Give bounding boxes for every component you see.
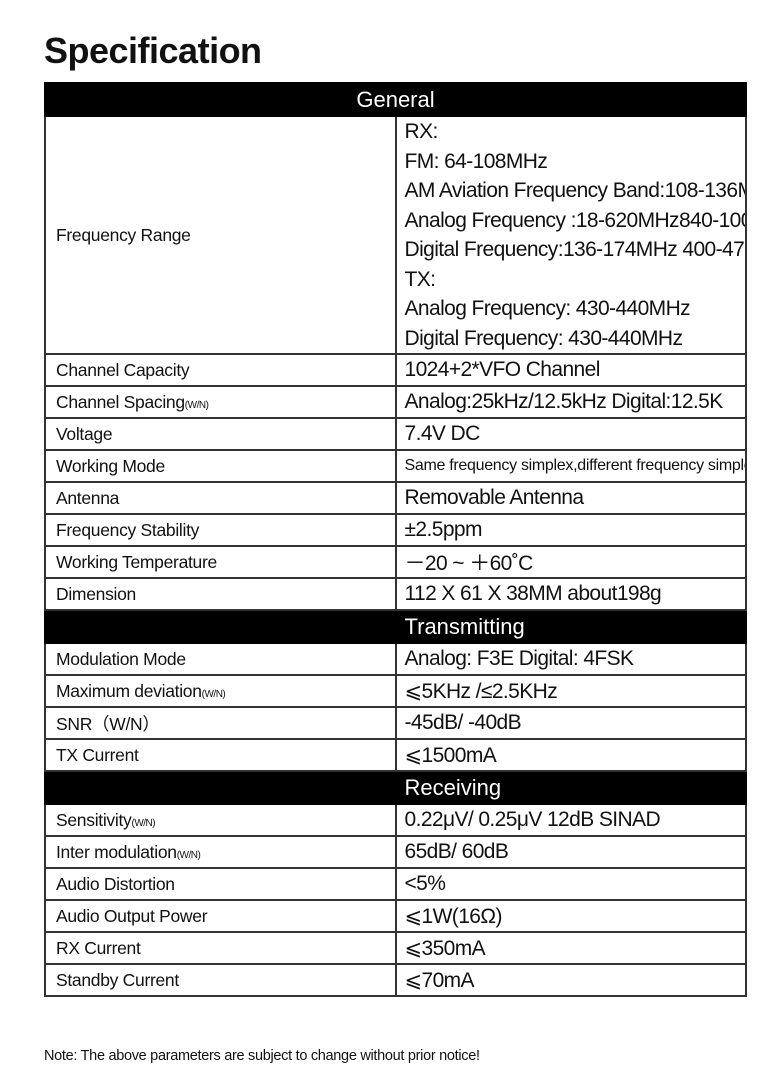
freq-line: TX:: [404, 267, 436, 291]
spec-value: -45dB/ -40dB: [394, 706, 747, 740]
spec-label: Voltage: [44, 417, 397, 451]
spec-label-text: Audio Distortion: [56, 873, 175, 894]
spec-row-frequency-range: Frequency Range RX: FM: 64-108MHz AM Avi…: [44, 115, 747, 355]
spec-value: RX: FM: 64-108MHz AM Aviation Frequency …: [394, 115, 747, 355]
spec-label-text: SNR（W/N）: [56, 713, 160, 734]
spec-label-text: Maximum deviation: [56, 680, 202, 701]
freq-line: RX:: [404, 120, 439, 143]
disclaimer-note: Note: The above parameters are subject t…: [44, 1048, 480, 1064]
spec-label-text: Audio Output Power: [56, 905, 208, 926]
spec-value: 1024+2*VFO Channel: [394, 353, 747, 387]
page-title: Specification: [44, 30, 262, 71]
section-transmitting: Transmitting: [44, 609, 747, 644]
spec-value: 7.4V DC: [394, 417, 747, 451]
freq-line: Analog Frequency: 430-440MHz: [404, 297, 691, 320]
spec-row: Working Mode Same frequency simplex,diffe…: [44, 449, 747, 483]
spec-value: 0.22μV/ 0.25μV 12dB SINAD: [394, 803, 747, 837]
spec-value: Removable Antenna: [394, 481, 747, 515]
freq-line: Analog Frequency :18-620MHz840-1000MHz: [404, 208, 745, 232]
section-title: Transmitting: [394, 609, 747, 644]
spec-value: 65dB/ 60dB: [394, 835, 747, 869]
section-title: General: [44, 82, 747, 117]
section-receiving: Receiving: [44, 770, 747, 805]
mode-suffix: (W/N): [176, 849, 201, 861]
spec-row: RX Current ⩽350mA: [44, 931, 747, 965]
spec-label: Modulation Mode: [44, 642, 397, 676]
mode-suffix: (W/N): [131, 817, 156, 829]
spec-row: Antenna Removable Antenna: [44, 481, 747, 515]
spec-row: Sensitivity(W/N) 0.22μV/ 0.25μV 12dB SINA…: [44, 803, 747, 837]
spec-value: Same frequency simplex,different frequen…: [394, 449, 747, 483]
spec-label: Maximum deviation(W/N): [44, 674, 397, 708]
spec-label: Antenna: [44, 481, 397, 515]
spec-label: Dimension: [44, 577, 397, 611]
spec-label: Audio Distortion: [44, 867, 397, 901]
spec-label: Frequency Stability: [44, 513, 397, 547]
spec-label-text: Channel Capacity: [56, 359, 190, 380]
spec-value: ⩽1500mA: [394, 738, 747, 772]
spec-value: ⩽5KHz /≤2.5KHz: [394, 674, 747, 708]
section-title: Receiving: [394, 770, 747, 805]
spec-row: Audio Distortion <5%: [44, 867, 747, 901]
spec-value: 112 X 61 X 38MM about198g: [394, 577, 747, 611]
spec-row: Working Temperature －20 ~ ＋60˚C: [44, 545, 747, 579]
freq-line: FM: 64-108MHz: [404, 149, 548, 173]
spec-row: Frequency Stability ±2.5ppm: [44, 513, 747, 547]
spec-table: General Frequency Range RX: FM: 64-108MH…: [44, 82, 747, 997]
spec-label: Audio Output Power: [44, 899, 397, 933]
spec-label: Sensitivity(W/N): [44, 803, 397, 837]
spec-value: <5%: [394, 867, 747, 901]
spec-label-text: Inter modulation: [56, 841, 177, 862]
spec-value: Analog: F3E Digital: 4FSK: [394, 642, 747, 676]
spec-label-text: Working Mode: [56, 455, 165, 476]
spec-row: Channel Capacity 1024+2*VFO Channel: [44, 353, 747, 387]
spec-label: Standby Current: [44, 963, 397, 997]
spec-label: SNR（W/N）: [44, 706, 397, 740]
spec-label: RX Current: [44, 931, 397, 965]
spec-label-text: Sensitivity: [56, 809, 132, 830]
spec-label: Channel Spacing(W/N): [44, 385, 397, 419]
spec-value: －20 ~ ＋60˚C: [394, 545, 747, 579]
spec-label-text: TX Current: [56, 744, 139, 765]
section-general: General: [44, 82, 747, 117]
spec-row: TX Current ⩽1500mA: [44, 738, 747, 772]
spec-label-text: Working Temperature: [56, 551, 217, 572]
spec-row: SNR（W/N） -45dB/ -40dB: [44, 706, 747, 740]
spec-label: TX Current: [44, 738, 397, 772]
mode-suffix: (W/N): [184, 399, 209, 411]
spec-label-text: RX Current: [56, 937, 141, 958]
spec-row: Channel Spacing(W/N) Analog:25kHz/12.5kHz…: [44, 385, 747, 419]
mode-suffix: (W/N): [201, 688, 226, 700]
freq-line: Digital Frequency: 430-440MHz: [404, 326, 684, 350]
spec-value: ⩽1W(16Ω): [394, 899, 747, 933]
spec-row: Standby Current ⩽70mA: [44, 963, 747, 997]
spec-row: Inter modulation(W/N) 65dB/ 60dB: [44, 835, 747, 869]
spec-value: Analog:25kHz/12.5kHz Digital:12.5K: [394, 385, 747, 419]
spec-label-text: Standby Current: [56, 969, 179, 990]
spec-row: Dimension 112 X 61 X 38MM about198g: [44, 577, 747, 611]
spec-label-text: Frequency Stability: [56, 519, 200, 540]
spec-value: ±2.5ppm: [394, 513, 747, 547]
spec-value: ⩽70mA: [394, 963, 747, 997]
spec-label: Working Mode: [44, 449, 397, 483]
spec-label: Frequency Range: [44, 115, 397, 355]
spec-label-text: Dimension: [56, 583, 136, 604]
spec-value: ⩽350mA: [394, 931, 747, 965]
freq-line: Digital Frequency:136-174MHz 400-470MHz: [404, 238, 745, 261]
spec-label: Inter modulation(W/N): [44, 835, 397, 869]
spec-row: Voltage 7.4V DC: [44, 417, 747, 451]
freq-line: AM Aviation Frequency Band:108-136MHz: [404, 179, 746, 202]
spec-label-text: Antenna: [56, 487, 120, 508]
spec-row: Audio Output Power ⩽1W(16Ω): [44, 899, 747, 933]
spec-label-text: Voltage: [56, 423, 113, 444]
spec-label-text: Channel Spacing: [56, 391, 185, 412]
spec-row: Maximum deviation(W/N) ⩽5KHz /≤2.5KHz: [44, 674, 747, 708]
spec-label: Channel Capacity: [44, 353, 397, 387]
spec-label: Working Temperature: [44, 545, 397, 579]
spec-label-text: Modulation Mode: [56, 648, 186, 669]
spec-row: Modulation Mode Analog: F3E Digital: 4FSK: [44, 642, 747, 676]
